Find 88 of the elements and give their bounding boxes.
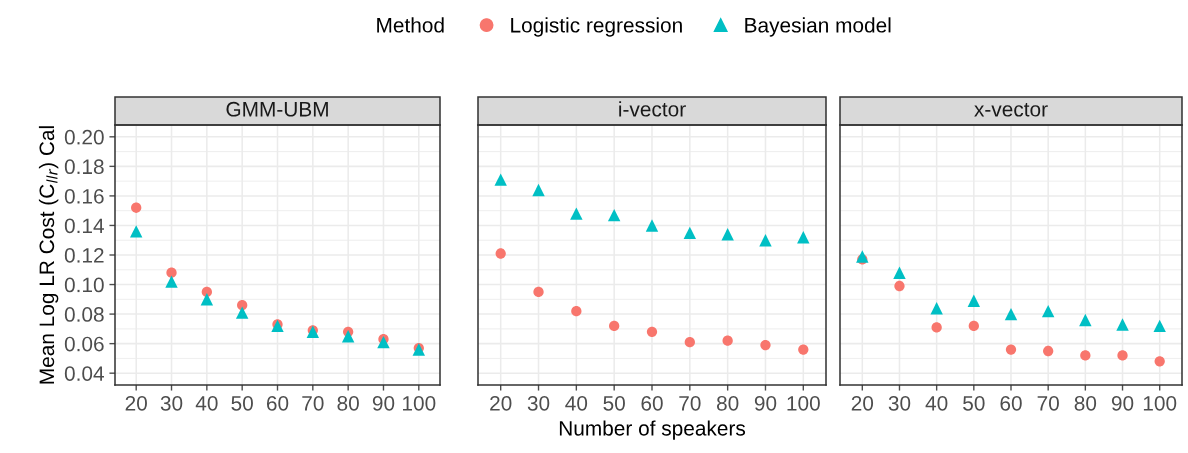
y-tick-label: 0.10 [64, 277, 104, 293]
x-tick-label: 100 [1143, 395, 1177, 411]
point [494, 173, 507, 186]
point [894, 280, 905, 292]
x-tick-label: 50 [963, 395, 985, 411]
y-tick-label: 0.04 [64, 366, 104, 381]
point [798, 344, 809, 355]
point [1041, 304, 1055, 318]
x-tick-label: 40 [565, 395, 588, 411]
chart-title: i-vector [619, 101, 686, 117]
x-tick-label: 40 [925, 395, 948, 411]
point [377, 335, 390, 349]
point [645, 219, 659, 232]
point [609, 320, 620, 332]
point [722, 335, 733, 346]
x-tick-label: 90 [372, 395, 395, 411]
y-tick-label: 0.16 [64, 188, 104, 204]
x-tick-label: 80 [716, 395, 739, 411]
x-tick-label: 60 [641, 395, 663, 411]
point [684, 337, 695, 348]
x-tick-label: 90 [754, 395, 777, 411]
legend-label: Bayesian model [745, 17, 891, 37]
y-tick-label: 0.18 [64, 159, 104, 175]
point [797, 231, 810, 244]
point [129, 225, 143, 238]
point [931, 322, 942, 333]
point [200, 293, 214, 306]
point [1005, 344, 1017, 355]
point [1117, 350, 1128, 361]
x-tick-label: 30 [527, 395, 550, 411]
point [201, 286, 212, 298]
point [968, 320, 979, 332]
chart-title: x-vector [974, 102, 1048, 117]
y-tick-label: 0.20 [64, 129, 104, 145]
legend-title: Method [377, 17, 444, 33]
point [893, 266, 906, 279]
x-tick-label: 70 [679, 395, 701, 411]
point [1004, 307, 1018, 321]
x-tick-label: 60 [1000, 395, 1022, 411]
point [721, 228, 734, 241]
x-tick-label: 90 [1111, 395, 1134, 411]
x-tick-label: 20 [851, 395, 874, 411]
point [131, 202, 142, 213]
point [341, 330, 355, 343]
x-tick-label: 80 [1074, 395, 1097, 411]
x-tick-label: 30 [888, 395, 911, 411]
x-tick-label: 70 [302, 395, 324, 411]
point [1080, 350, 1091, 361]
point [571, 305, 582, 317]
point [607, 208, 621, 222]
point [967, 294, 981, 308]
x-tick-label: 20 [490, 395, 512, 411]
point [532, 183, 545, 197]
point [1116, 318, 1129, 331]
point [235, 306, 249, 319]
point [237, 300, 248, 311]
x-tick-label: 30 [160, 395, 183, 411]
y-tick-label: 0.12 [64, 248, 104, 263]
point [1153, 319, 1166, 333]
x-tick-label: 80 [337, 395, 359, 411]
point [495, 248, 506, 259]
x-tick-label: 40 [195, 395, 218, 411]
point [570, 207, 583, 220]
x-tick-label: 70 [1037, 395, 1059, 411]
legend-label: Logistic regression [511, 17, 682, 37]
point [930, 301, 943, 315]
x-axis-title: Number of speakers [559, 420, 746, 440]
x-tick-label: 100 [403, 395, 436, 411]
y-tick-label: 0.14 [64, 218, 104, 234]
y-axis-title: Mean Log LR Cost (C$_{llr}$) Cal [38, 126, 59, 384]
point [760, 339, 771, 351]
chart-title: GMM-UBM [226, 101, 328, 117]
x-tick-label: 20 [125, 395, 147, 411]
point [165, 275, 178, 288]
y-tick-label: 0.06 [64, 336, 104, 352]
x-tick-label: 100 [787, 395, 820, 411]
point [856, 250, 869, 263]
point [759, 234, 772, 247]
point [1079, 313, 1092, 327]
point [683, 226, 697, 240]
x-tick-label: 50 [231, 395, 253, 411]
x-tick-label: 50 [603, 395, 625, 411]
x-tick-label: 60 [266, 395, 289, 411]
point [1154, 356, 1165, 367]
y-tick-label: 0.08 [64, 307, 104, 322]
point [646, 326, 658, 337]
point [533, 286, 544, 298]
point [1043, 345, 1054, 357]
